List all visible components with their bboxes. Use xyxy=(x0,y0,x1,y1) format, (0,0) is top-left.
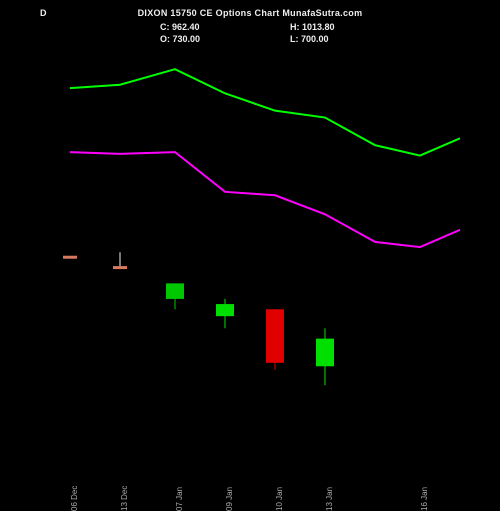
x-axis-label: 13 Jan xyxy=(325,487,334,511)
chart-title: DIXON 15750 CE Options Chart MunafaSutra… xyxy=(138,8,363,18)
lower_line xyxy=(70,152,460,247)
candle-body xyxy=(113,266,127,269)
x-axis-label: 16 Jan xyxy=(420,487,429,511)
chart-header: D DIXON 15750 CE Options Chart MunafaSut… xyxy=(0,8,500,18)
candle-body xyxy=(166,283,184,299)
close-value: C: 962.40 xyxy=(160,22,200,32)
x-axis-label: 09 Jan xyxy=(225,487,234,511)
candle-body xyxy=(216,304,234,316)
candle-body xyxy=(266,309,284,363)
x-axis-label: 06 Dec xyxy=(70,486,79,511)
period-label: D xyxy=(40,8,47,18)
x-axis-label: 07 Jan xyxy=(175,487,184,511)
candle-body xyxy=(63,256,77,259)
upper_line xyxy=(70,69,460,155)
candle-body xyxy=(316,339,334,367)
high-value: H: 1013.80 xyxy=(290,22,335,32)
open-value: O: 730.00 xyxy=(160,34,200,44)
low-value: L: 700.00 xyxy=(290,34,329,44)
x-axis-label: 13 Dec xyxy=(120,486,129,511)
chart-area xyxy=(40,45,460,425)
chart-svg xyxy=(40,45,460,425)
x-axis-label: 10 Jan xyxy=(275,487,284,511)
x-axis-labels: 06 Dec13 Dec07 Jan09 Jan10 Jan13 Jan16 J… xyxy=(40,410,460,470)
